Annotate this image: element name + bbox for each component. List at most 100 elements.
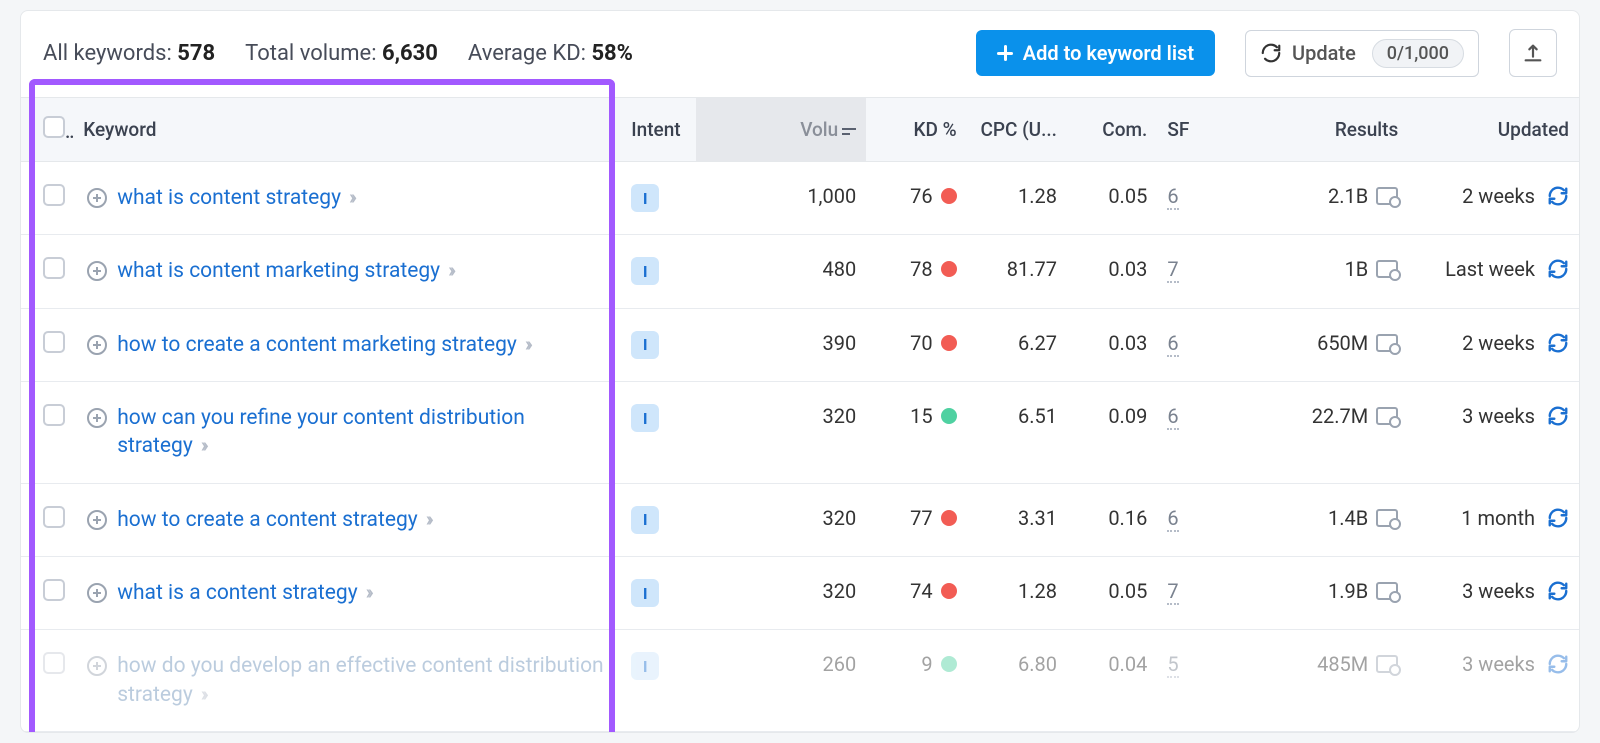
col-header-keyword[interactable]: Keyword bbox=[73, 98, 615, 162]
kd-difficulty-dot bbox=[941, 656, 957, 672]
sf-value[interactable]: 6 bbox=[1167, 404, 1178, 430]
kd-difficulty-dot bbox=[941, 510, 957, 526]
table-row: how can you refine your content distribu… bbox=[21, 382, 1579, 484]
intent-badge[interactable]: I bbox=[631, 506, 659, 534]
cell-keyword: what is content strategy ›› bbox=[73, 162, 615, 235]
intent-badge[interactable]: I bbox=[631, 257, 659, 285]
expand-icon[interactable] bbox=[87, 583, 107, 603]
intent-badge[interactable]: I bbox=[631, 331, 659, 359]
cell-sf: 6 bbox=[1157, 382, 1217, 484]
keyword-link[interactable]: what is a content strategy bbox=[117, 581, 357, 605]
row-checkbox[interactable] bbox=[43, 331, 65, 353]
col-header-sf[interactable]: SF bbox=[1157, 98, 1217, 162]
sf-value[interactable]: 6 bbox=[1167, 331, 1178, 357]
col-header-intent[interactable]: Intent bbox=[615, 98, 695, 162]
col-header-com[interactable]: Com. bbox=[1067, 98, 1157, 162]
row-checkbox[interactable] bbox=[43, 184, 65, 206]
cell-keyword: what is content marketing strategy›› bbox=[73, 235, 615, 308]
cell-com: 0.05 bbox=[1067, 557, 1157, 630]
keyword-link[interactable]: how do you develop an effective content … bbox=[117, 654, 603, 706]
chevron-right-icon: ›› bbox=[525, 332, 529, 356]
serp-preview-icon[interactable] bbox=[1376, 334, 1398, 352]
serp-preview-icon[interactable] bbox=[1376, 187, 1398, 205]
sf-value[interactable]: 6 bbox=[1167, 184, 1178, 210]
expand-icon[interactable] bbox=[87, 408, 107, 428]
refresh-row-icon[interactable] bbox=[1547, 405, 1569, 427]
cell-kd: 9 bbox=[866, 630, 966, 732]
refresh-row-icon[interactable] bbox=[1547, 185, 1569, 207]
expand-icon[interactable] bbox=[87, 656, 107, 676]
serp-preview-icon[interactable] bbox=[1376, 407, 1398, 425]
cell-results: 650M bbox=[1218, 308, 1409, 381]
refresh-row-icon[interactable] bbox=[1547, 332, 1569, 354]
cell-results: 22.7M bbox=[1218, 382, 1409, 484]
expand-icon[interactable] bbox=[87, 335, 107, 355]
keyword-link[interactable]: how to create a content strategy bbox=[117, 508, 418, 532]
stat-value: 6,630 bbox=[382, 41, 438, 66]
row-checkbox[interactable] bbox=[43, 652, 65, 674]
expand-icon[interactable] bbox=[87, 261, 107, 281]
refresh-row-icon[interactable] bbox=[1547, 580, 1569, 602]
sf-value[interactable]: 5 bbox=[1167, 652, 1178, 678]
col-header-updated[interactable]: Updated bbox=[1408, 98, 1579, 162]
intent-badge[interactable]: I bbox=[631, 404, 659, 432]
col-header-volume[interactable]: Volu bbox=[696, 98, 867, 162]
sf-value[interactable]: 6 bbox=[1167, 506, 1178, 532]
keyword-link[interactable]: how to create a content marketing strate… bbox=[117, 333, 517, 357]
cell-checkbox bbox=[21, 162, 73, 235]
row-checkbox[interactable] bbox=[43, 404, 65, 426]
cell-intent: I bbox=[615, 630, 695, 732]
cell-com: 0.09 bbox=[1067, 382, 1157, 484]
results-value: 1.4B bbox=[1328, 506, 1368, 530]
sf-value[interactable]: 7 bbox=[1167, 579, 1178, 605]
cell-kd: 70 bbox=[866, 308, 966, 381]
col-header-cpc[interactable]: CPC (U... bbox=[967, 98, 1067, 162]
stat-label: Total volume: bbox=[245, 41, 376, 66]
add-to-keyword-list-button[interactable]: Add to keyword list bbox=[976, 30, 1215, 76]
cell-volume: 1,000 bbox=[696, 162, 867, 235]
stat-label: All keywords: bbox=[43, 41, 172, 66]
refresh-row-icon[interactable] bbox=[1547, 507, 1569, 529]
keyword-link[interactable]: what is content strategy bbox=[117, 186, 341, 210]
export-button[interactable] bbox=[1509, 29, 1557, 77]
table-row: how to create a content marketing strate… bbox=[21, 308, 1579, 381]
cell-cpc: 81.77 bbox=[967, 235, 1067, 308]
refresh-row-icon[interactable] bbox=[1547, 258, 1569, 280]
intent-badge[interactable]: I bbox=[631, 184, 659, 212]
results-value: 1B bbox=[1345, 257, 1369, 281]
button-label: Add to keyword list bbox=[1023, 41, 1194, 65]
row-checkbox[interactable] bbox=[43, 257, 65, 279]
intent-badge[interactable]: I bbox=[631, 652, 659, 680]
col-header-kd[interactable]: KD % bbox=[866, 98, 966, 162]
serp-preview-icon[interactable] bbox=[1376, 582, 1398, 600]
cell-volume: 320 bbox=[696, 483, 867, 556]
button-label: Update bbox=[1292, 41, 1356, 65]
expand-icon[interactable] bbox=[87, 188, 107, 208]
chevron-right-icon: ›› bbox=[349, 185, 353, 209]
cell-updated: 1 month bbox=[1408, 483, 1579, 556]
row-checkbox[interactable] bbox=[43, 506, 65, 528]
cell-intent: I bbox=[615, 235, 695, 308]
expand-icon[interactable] bbox=[87, 510, 107, 530]
serp-preview-icon[interactable] bbox=[1376, 260, 1398, 278]
cell-sf: 7 bbox=[1157, 235, 1217, 308]
refresh-row-icon[interactable] bbox=[1547, 653, 1569, 675]
table-row: what is a content strategy››I320741.280.… bbox=[21, 557, 1579, 630]
cell-sf: 6 bbox=[1157, 308, 1217, 381]
cell-intent: I bbox=[615, 162, 695, 235]
serp-preview-icon[interactable] bbox=[1376, 655, 1398, 673]
row-checkbox[interactable] bbox=[43, 579, 65, 601]
sf-value[interactable]: 7 bbox=[1167, 257, 1178, 283]
table-row: what is content strategy››I1,000761.280.… bbox=[21, 162, 1579, 235]
updated-value: 1 month bbox=[1461, 506, 1535, 530]
update-button[interactable]: Update 0/1,000 bbox=[1245, 30, 1479, 77]
serp-preview-icon[interactable] bbox=[1376, 509, 1398, 527]
kd-value: 9 bbox=[921, 652, 932, 676]
table-row: how do you develop an effective content … bbox=[21, 630, 1579, 732]
intent-badge[interactable]: I bbox=[631, 579, 659, 607]
select-all-checkbox[interactable] bbox=[43, 116, 65, 138]
keyword-link[interactable]: what is content marketing strategy bbox=[117, 259, 440, 283]
keyword-link[interactable]: how can you refine your content distribu… bbox=[117, 406, 525, 458]
cell-cpc: 6.51 bbox=[967, 382, 1067, 484]
col-header-results[interactable]: Results bbox=[1218, 98, 1409, 162]
